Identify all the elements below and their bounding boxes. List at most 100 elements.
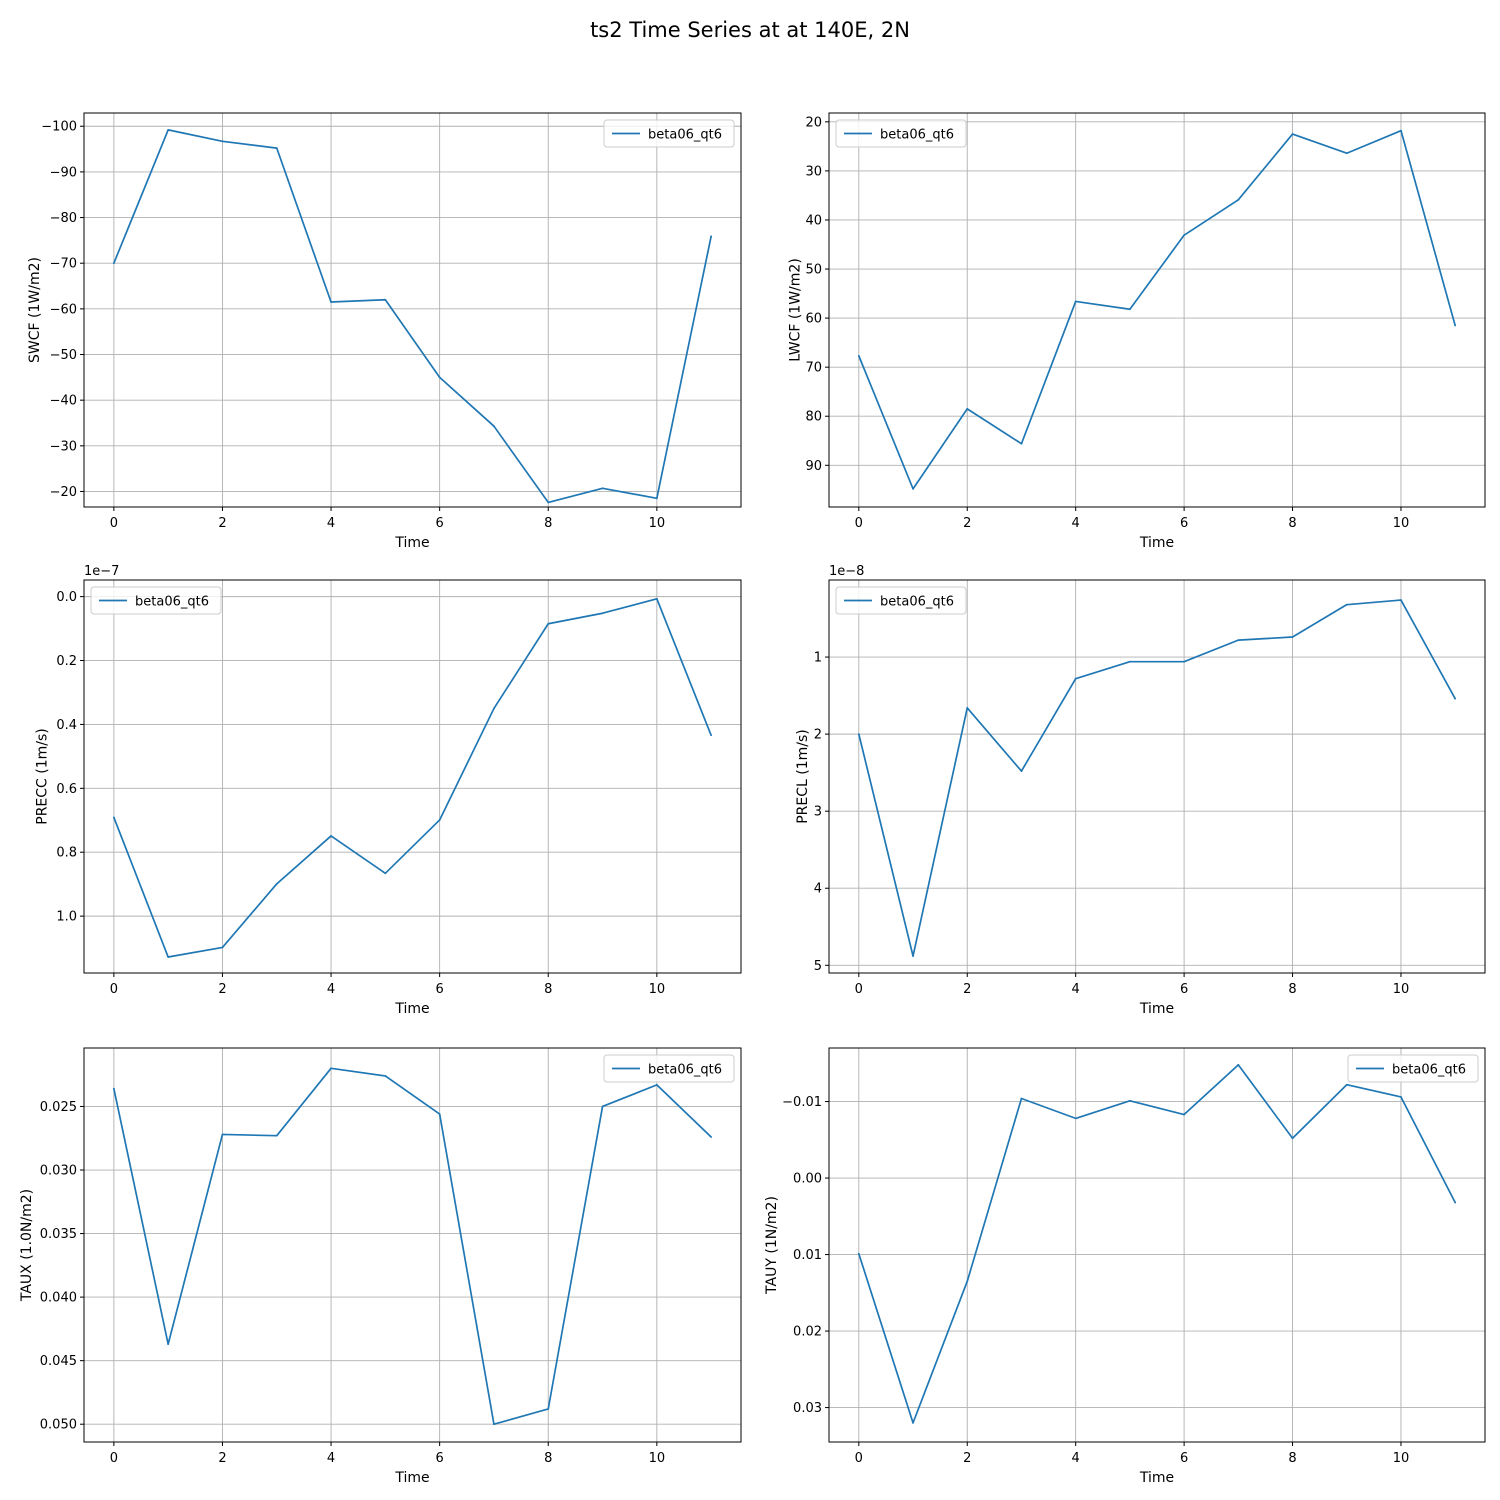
series-line [113, 597, 712, 958]
legend-label: beta06_qt6 [135, 595, 209, 610]
x-tick-label: 6 [1180, 982, 1188, 997]
legend-label: beta06_qt6 [880, 128, 954, 143]
x-axis-label: Time [394, 1470, 429, 1486]
y-tick-label: 20 [805, 115, 822, 130]
data-point [1128, 1099, 1131, 1102]
y-tick-label: 0.025 [40, 1100, 77, 1115]
data-point [384, 298, 387, 301]
axes-frame [83, 112, 742, 508]
data-point [857, 354, 860, 357]
axes-frame [83, 579, 742, 974]
data-point [710, 734, 713, 737]
data-point [1454, 1201, 1457, 1204]
x-tick-label: 6 [436, 516, 444, 531]
y-tick-label: 4 [814, 882, 822, 897]
data-point [167, 1343, 170, 1346]
x-tick-label: 0 [110, 516, 118, 531]
x-tick-label: 8 [544, 982, 552, 997]
x-tick-label: 4 [1072, 516, 1080, 531]
data-point [1128, 660, 1131, 663]
legend-box [603, 119, 735, 148]
data-point [167, 128, 170, 131]
data-point [1291, 133, 1294, 135]
y-tick-label: 0.0 [56, 590, 77, 605]
series-line [858, 1063, 1456, 1424]
axes-frame [83, 1047, 742, 1443]
series-line [858, 129, 1456, 490]
data-point [275, 1134, 278, 1137]
x-tick-label: 4 [327, 982, 335, 997]
data-point [710, 235, 713, 238]
data-point [1020, 770, 1023, 773]
data-point [112, 1087, 115, 1090]
x-tick-label: 2 [963, 982, 971, 997]
x-tick-label: 6 [436, 982, 444, 997]
x-axis-label: Time [1139, 1001, 1174, 1017]
data-point [438, 1113, 441, 1115]
data-point [1345, 1083, 1348, 1086]
y-axis-label: TAUX (1.0N/m2) [19, 1189, 35, 1302]
y-tick-label: −60 [50, 302, 77, 317]
data-point [1183, 660, 1186, 663]
subplot-6: 0 2 4 6 8 10 −0.01 0.00 0.01 0.02 0.03 Time TAUY (1N… [764, 1047, 1486, 1486]
data-point [493, 1423, 495, 1426]
data-point [1074, 677, 1077, 680]
data-point [1074, 300, 1077, 303]
data-point [1400, 129, 1402, 132]
data-point [655, 497, 658, 500]
data-point [1291, 1137, 1294, 1140]
data-point [1020, 442, 1023, 445]
data-point [438, 819, 441, 821]
data-point [547, 622, 550, 625]
x-tick-label: 8 [1288, 1451, 1296, 1466]
legend-label: beta06_qt6 [880, 595, 954, 610]
y-tick-label: 0.050 [40, 1418, 77, 1433]
y-tick-label: 0.03 [793, 1401, 822, 1416]
y-tick-label: 2 [814, 728, 822, 743]
data-point [1291, 636, 1294, 638]
x-tick-label: 8 [544, 1451, 552, 1466]
y-tick-label: 0.045 [40, 1354, 77, 1369]
y-tick-label: 0.2 [56, 654, 77, 669]
data-point [221, 1133, 224, 1136]
x-tick-label: 4 [327, 1451, 335, 1466]
x-tick-label: 0 [110, 1451, 118, 1466]
y-axis-label: SWCF (1W/m2) [27, 257, 43, 363]
y-tick-label: 0.01 [793, 1248, 822, 1263]
y-tick-label: 0.035 [40, 1227, 77, 1242]
data-point [330, 1067, 332, 1070]
data-point [167, 956, 170, 958]
data-point [1454, 324, 1457, 327]
data-point [1400, 599, 1402, 601]
data-point [912, 1421, 914, 1424]
x-tick-label: 4 [1072, 1451, 1080, 1466]
x-tick-label: 8 [544, 516, 552, 531]
y-tick-label: 0.030 [40, 1164, 77, 1179]
x-tick-label: 10 [1393, 516, 1410, 531]
legend: beta06_qt6 [603, 119, 735, 148]
legend-box [1347, 1054, 1479, 1083]
y-tick-label: −90 [50, 165, 77, 180]
y-tick-label: 3 [814, 805, 822, 820]
data-point [384, 1075, 387, 1077]
y-axis-label: PRECL (1m/s) [795, 729, 811, 824]
y-tick-label: −20 [50, 485, 77, 500]
series-line [113, 1067, 712, 1426]
x-tick-label: 6 [1180, 516, 1188, 531]
y-tick-label: −0.01 [782, 1095, 822, 1110]
data-point [601, 1105, 604, 1108]
x-tick-label: 10 [649, 1451, 666, 1466]
x-tick-label: 4 [1072, 982, 1080, 997]
legend-box [90, 586, 222, 615]
data-point [857, 1252, 860, 1255]
data-point [912, 487, 914, 490]
y-tick-label: 0.4 [56, 718, 77, 733]
subplot-1: 0 2 4 6 8 10 −100 −90 −80 −70 −60 −50 −40 −30 −20 Time S… [27, 112, 742, 551]
data-point [547, 501, 550, 504]
x-tick-label: 0 [855, 982, 863, 997]
x-axis-label: Time [394, 535, 429, 551]
data-point [384, 872, 387, 875]
data-point [1345, 603, 1348, 606]
y-tick-label: −100 [41, 120, 77, 135]
